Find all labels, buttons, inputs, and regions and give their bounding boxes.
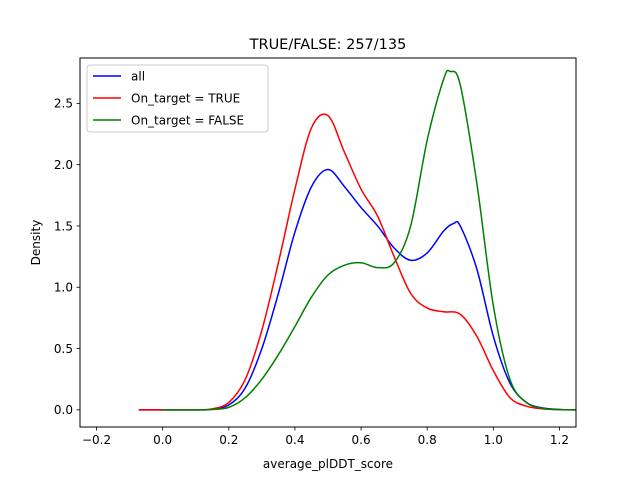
legend-box: [86, 64, 269, 133]
y-tick-label: 0.5: [54, 342, 73, 356]
x-tick-label: 1.2: [550, 433, 569, 447]
x-tick-label: 0.4: [285, 433, 304, 447]
x-tick-label: −0.2: [82, 433, 111, 447]
y-tick-label: 2.0: [54, 158, 73, 172]
chart-title: TRUE/FALSE: 257/135: [249, 37, 407, 53]
x-tick-label: 0.8: [418, 433, 437, 447]
y-tick-label: 1.5: [54, 219, 73, 233]
series-line-2: [161, 69, 576, 411]
y-axis-label: Density: [29, 220, 43, 266]
x-tick-label: 1.0: [484, 433, 503, 447]
legend-label-1: On_target = TRUE: [131, 91, 240, 105]
y-tick-label: 1.0: [54, 281, 73, 295]
x-tick-label: 0.2: [219, 433, 238, 447]
y-tick-label: 0.0: [54, 403, 73, 417]
x-tick-label: 0.0: [153, 433, 172, 447]
series-layer: [138, 69, 576, 411]
legend-items: all On_target = TRUE On_target = FALSE: [93, 69, 244, 127]
x-axis: −0.2 0.0 0.2 0.4 0.6 0.8 1.0 1.2: [82, 427, 569, 447]
y-axis: 0.0 0.5 1.0 1.5 2.0 2.5: [54, 97, 80, 417]
legend-label-2: On_target = FALSE: [131, 113, 244, 127]
plot-frame: [79, 57, 577, 428]
x-axis-label: average_plDDT_score: [263, 457, 393, 471]
y-tick-label: 2.5: [54, 97, 73, 111]
series-line-0: [138, 168, 576, 411]
series-line-1: [138, 113, 576, 411]
x-tick-label: 0.6: [352, 433, 371, 447]
legend-label-0: all: [131, 69, 145, 83]
legend: all On_target = TRUE On_target = FALSE: [86, 64, 269, 133]
